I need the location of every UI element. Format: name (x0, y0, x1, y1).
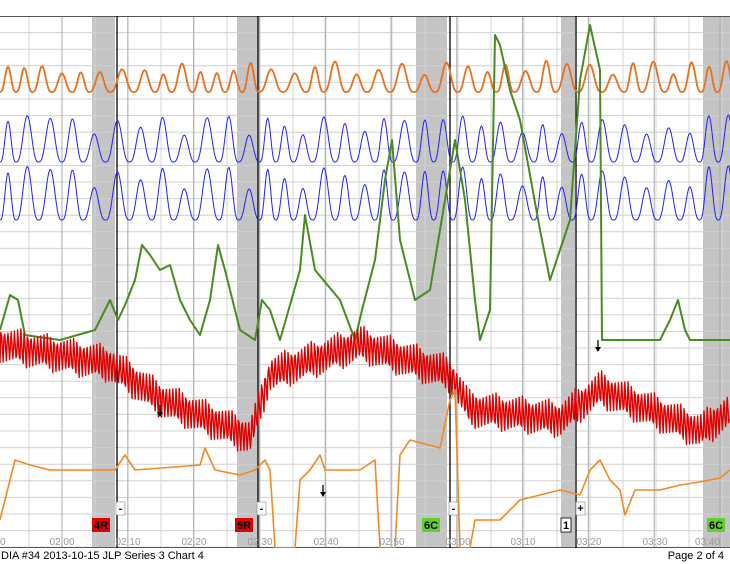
event-label: 5R (237, 520, 251, 532)
cardio-trace (0, 325, 730, 452)
time-tick-label: 03:20 (576, 537, 601, 548)
time-tick-label: 02:40 (313, 537, 338, 548)
answer-marker-box (448, 501, 459, 516)
event-label-box (92, 518, 110, 532)
eda-trace (0, 24, 730, 341)
event-label: 4R (94, 520, 108, 532)
time-tick-label: 02:50 (379, 537, 404, 548)
answer-marker: - (119, 503, 123, 515)
event-label-box (707, 518, 725, 532)
event-label-box (235, 518, 253, 532)
chart-info-label: DIA #34 2013-10-15 JLP Series 3 Chart 4 (1, 550, 204, 562)
down-arrow-icon (157, 412, 163, 417)
activity-trace (0, 389, 730, 548)
time-tick-label: 02:30 (247, 537, 272, 548)
answer-marker: + (577, 503, 583, 515)
time-tick-label: 02:10 (115, 537, 140, 548)
pneumo-upper-trace (0, 59, 730, 93)
pneumo-lower-trace-2 (0, 165, 730, 221)
event-label: 6C (424, 520, 438, 532)
event-label: 6C (709, 520, 723, 532)
answer-marker: - (260, 503, 264, 515)
answer-marker-box (256, 501, 267, 516)
time-tick-label: 03:10 (510, 537, 535, 548)
time-tick-label: 03:40 (695, 537, 720, 548)
polygraph-chart: 0 02:00 02:10 02:20 02:30 02:40 02:50 03:00 03:1… (0, 16, 730, 548)
down-arrow-icon (320, 492, 326, 497)
page-indicator: Page 2 of 4 (667, 550, 724, 562)
event-label: 1 (563, 520, 569, 532)
down-arrow-icon (595, 347, 601, 352)
time-tick-label: 02:20 (181, 537, 206, 548)
time-tick-label: 0 (0, 537, 6, 548)
time-tick-label: 02:00 (49, 537, 74, 548)
answer-marker-box (115, 501, 126, 516)
pneumo-lower-trace-1 (0, 114, 730, 163)
event-label-box (422, 518, 440, 532)
answer-marker-box (575, 501, 586, 516)
time-tick-label: 03:00 (445, 537, 470, 548)
answer-marker: - (452, 503, 456, 515)
time-tick-label: 03:30 (642, 537, 667, 548)
event-label-box (560, 517, 572, 533)
